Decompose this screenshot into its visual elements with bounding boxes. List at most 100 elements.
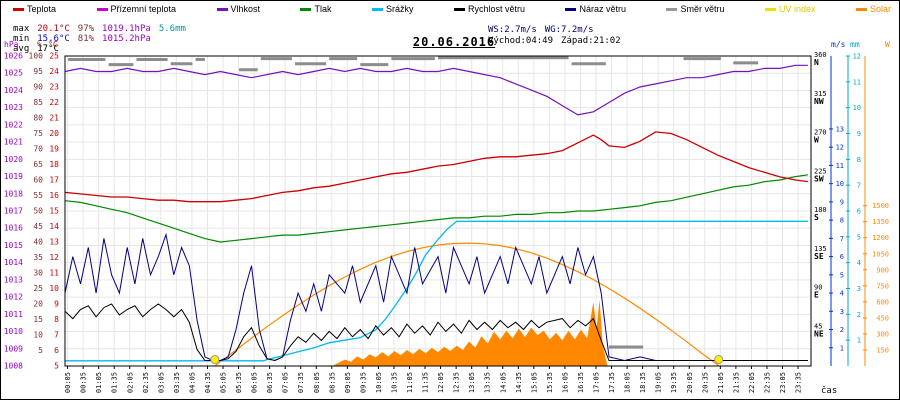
hpa-tick-label: 1019 [4,172,23,181]
ms-tick-label: 8 [840,217,844,225]
avg-label: avg [13,44,30,54]
time-tick-label: 00:35 [80,372,88,393]
w-tick-label: 750 [876,282,889,290]
hpa-tick-label: 1010 [4,327,23,336]
ms-tick-label: 13 [836,125,844,133]
temp-tick-label: 11 [49,269,59,278]
time-tick-label: 09:35 [359,372,367,393]
temp-tick-label: 17 [49,176,59,185]
legend-label: Přízemní teplota [110,4,177,14]
series-solar-krivka [214,242,720,367]
hpa-tick-label: 1018 [4,189,23,198]
time-tick-label: 20:35 [701,372,709,393]
pct-tick-label: 85 [33,98,43,107]
hpa-axis-header: hPa [4,40,19,49]
wind-dir-deg-label: 180 [814,206,827,214]
legend-item: Směr větru [666,4,724,14]
pct-tick-label: 75 [33,129,43,138]
legend-label: Tlak [314,4,332,14]
wind-speed-avg: WS:2.7m/s [488,25,537,35]
wind-dir-letter-label: NE [814,329,824,338]
temp-tick-label: 10 [49,284,59,293]
temp-tick-label: 18 [49,160,59,169]
series-vlhkost [64,64,808,116]
stats-max-row: max 20.1°C 97% 1019.1hPa 5.6mm [13,24,194,34]
wind-dir-deg-label: 360 [814,51,827,59]
legend-swatch [13,7,24,11]
mm-tick-label: 6 [857,208,861,216]
time-tick-label: 09:05 [344,372,352,393]
ms-tick-label: 6 [840,253,844,261]
mm-tick-label: 2 [857,311,861,319]
temp-tick-label: 8 [54,315,59,324]
mm-tick-label: 4 [857,259,861,267]
legend-label: Teplota [27,4,57,14]
wind-dir-deg-label: 225 [814,167,827,175]
time-tick-label: 03:35 [173,372,181,393]
hpa-tick-label: 1015 [4,241,23,250]
ms-tick-label: 9 [840,198,844,206]
chart-date-title: 20.06.2016 [412,35,496,49]
hpa-tick-label: 1026 [4,52,23,61]
temp-tick-label: 7 [54,331,59,340]
time-axis-label: čas [821,385,837,396]
hpa-tick-label: 1021 [4,138,23,147]
min-pressure-value: 1015.2hPa [102,34,151,44]
wind-dir-deg-label: 90 [814,284,822,292]
wind-dir-letter-label: SE [814,252,824,261]
temp-tick-label: 14 [49,222,59,231]
pct-tick-label: 90 [33,83,43,92]
temp-tick-label: 22 [49,98,59,107]
time-tick-label: 02:05 [126,372,134,393]
legend-swatch [764,7,776,11]
mm-tick-label: 10 [853,104,861,112]
pct-tick-label: 15 [33,315,43,324]
time-tick-label: 23:35 [795,372,803,393]
mm-tick-label: 12 [853,53,861,61]
legend-swatch [216,7,228,11]
pct-tick-label: 70 [33,145,43,154]
legend-item: Přízemní teplota [96,4,177,14]
wind-dir-deg-label: 270 [814,129,827,137]
hpa-tick-label: 1022 [4,120,23,129]
series-tlak [64,174,808,243]
time-tick-label: 15:35 [546,372,554,393]
wind-stats-row: WS:2.7m/s WG:7.2m/s [488,25,602,35]
time-tick-label: 19:05 [655,372,663,393]
w-tick-label: 150 [876,346,889,354]
min-temp-value: 15.6°C [37,34,70,44]
temp-tick-label: 20 [49,129,59,138]
legend-swatch [855,7,867,11]
hpa-tick-label: 1014 [4,258,23,267]
temp-tick-label: 23 [49,83,59,92]
time-tick-label: 04:35 [204,372,212,393]
legend-item: Náraz větru [565,4,626,14]
time-tick-label: 14:05 [499,372,507,393]
series-rychlost-vetru [64,303,808,362]
wind-dir-deg-label: 135 [814,245,827,253]
time-tick-label: 19:35 [670,372,678,393]
pct-tick-label: 5 [38,346,43,355]
legend-label: Rychlost větru [467,4,525,14]
time-tick-label: 05:05 [220,372,228,393]
min-label: min [13,34,30,44]
time-tick-label: 14:35 [515,372,523,393]
time-tick-label: 08:35 [328,372,336,393]
legend-swatch [453,7,465,11]
legend-label: Vlhkost [230,4,261,14]
time-tick-label: 01:05 [95,372,103,393]
time-tick-label: 18:05 [624,372,632,393]
time-tick-label: 07:05 [282,372,290,393]
mm-tick-label: 1 [857,337,861,345]
time-tick-label: 13:35 [484,372,492,393]
wind-gust-max: WG:7.2m/s [544,25,594,35]
time-tick-label: 17:05 [593,372,601,393]
mm-tick-label: 11 [853,78,861,86]
pct-tick-label: 65 [33,160,43,169]
temp-tick-label: 12 [49,253,59,262]
wind-dir-letter-label: W [814,136,819,145]
temp-tick-label: 9 [54,300,59,309]
ms-tick-label: 3 [840,308,844,316]
